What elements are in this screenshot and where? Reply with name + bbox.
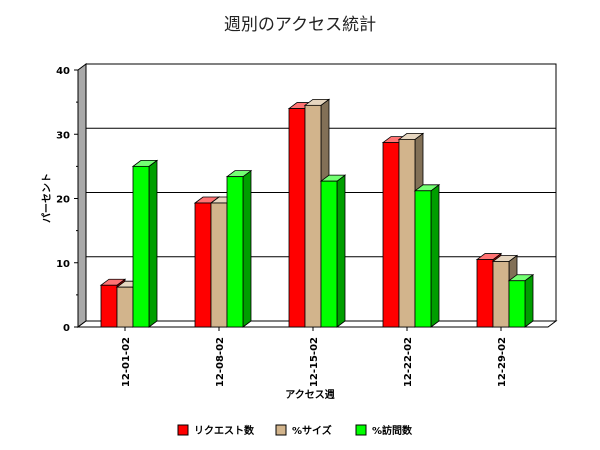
x-tick-label: 12-15-02 [309,337,320,387]
plot-area: 0 10 20 30 40 12-01-02 12-08-02 12-15-02 12-22-0… [56,63,558,387]
bar-3-12-15-02 [319,174,347,328]
x-tick-label: 12-22-02 [403,337,414,387]
y-tick-label: 40 [56,66,70,77]
legend: リクエスト数 %サイズ %訪問数 [177,424,413,437]
x-tick-label: 12-29-02 [497,337,508,387]
x-tick-label: 12-01-02 [121,337,132,387]
legend-label: リクエスト数 [194,424,255,437]
bar-3-12-01-02 [131,159,159,328]
y-tick-label: 20 [56,195,70,206]
bar-3-12-29-02 [507,273,535,328]
y-axis-label: パーセント [41,173,53,223]
x-axis-label: アクセス週 [285,389,335,401]
bar-3-12-22-02 [413,183,441,328]
legend-label: %サイズ [292,424,332,437]
y-tick-label: 0 [63,323,70,334]
legend-swatch [177,424,189,436]
legend-swatch [275,424,287,436]
legend-swatch [355,424,367,436]
chart-title: 週別のアクセス統計 [224,15,376,35]
legend-label: %訪問数 [372,424,413,437]
plot-side-wall [77,63,87,328]
y-tick-label: 30 [56,130,70,141]
x-tick-label: 12-08-02 [215,337,226,387]
bar-3-12-08-02 [225,169,253,328]
y-tick-label: 10 [56,259,70,270]
